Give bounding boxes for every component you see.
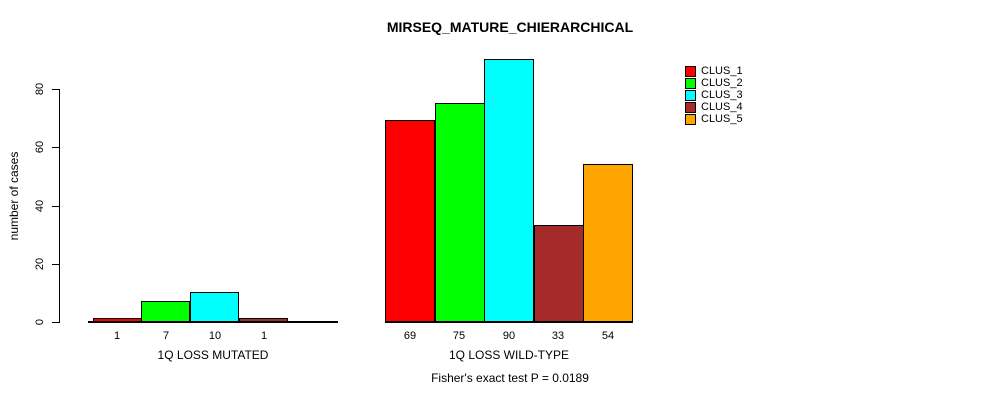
y-tick-mark: [52, 206, 59, 207]
bar-clus_1: [385, 120, 435, 322]
x-group-label: 1Q LOSS MUTATED: [157, 348, 269, 362]
legend-label-clus_5: CLUS_5: [701, 113, 743, 125]
legend-swatch-clus_5: [685, 114, 696, 125]
y-tick-mark: [52, 322, 59, 323]
legend-label-clus_2: CLUS_2: [701, 77, 743, 89]
bar-clus_2: [141, 301, 190, 322]
y-tick-label: 20: [34, 257, 46, 271]
bar-clus_4: [534, 225, 584, 322]
bar-value-label: 7: [162, 330, 170, 342]
bar-value-label: 90: [502, 330, 516, 342]
bar-clus_3: [484, 59, 534, 322]
bar-value-label: 1: [260, 330, 268, 342]
group-baseline: [385, 321, 633, 323]
bar-clus_5: [583, 164, 633, 322]
y-tick-label: 0: [34, 318, 46, 326]
legend-swatch-clus_2: [685, 78, 696, 89]
y-tick-mark: [52, 147, 59, 148]
chart-title: MIRSEQ_MATURE_CHIERARCHICAL: [386, 19, 634, 35]
y-tick-mark: [52, 89, 59, 90]
legend-label-clus_3: CLUS_3: [701, 89, 743, 101]
bar-value-label: 33: [551, 330, 565, 342]
y-axis-line: [59, 89, 60, 323]
bar-clus_1: [93, 318, 142, 322]
legend-swatch-clus_4: [685, 102, 696, 113]
legend-label-clus_1: CLUS_1: [701, 65, 743, 77]
group-baseline: [88, 321, 338, 323]
bar-value-label: 1: [113, 330, 121, 342]
legend-swatch-clus_1: [685, 66, 696, 77]
legend-label-clus_4: CLUS_4: [701, 101, 743, 113]
legend-swatch-clus_3: [685, 90, 696, 101]
bar-value-label: 69: [403, 330, 417, 342]
x-group-label: 1Q LOSS WILD-TYPE: [448, 348, 570, 362]
bar-clus_3: [190, 292, 239, 322]
bar-value-label: 54: [601, 330, 615, 342]
y-tick-mark: [52, 264, 59, 265]
bar-clus_4: [239, 318, 288, 322]
annotation-text: Fisher's exact test P = 0.0189: [431, 371, 589, 385]
bar-value-label: 75: [452, 330, 466, 342]
bar-clus_2: [435, 103, 485, 322]
y-tick-label: 80: [34, 82, 46, 96]
y-axis-label: number of cases: [7, 151, 21, 241]
bar-value-label: 10: [208, 330, 222, 342]
y-tick-label: 60: [34, 140, 46, 154]
y-tick-label: 40: [34, 199, 46, 213]
